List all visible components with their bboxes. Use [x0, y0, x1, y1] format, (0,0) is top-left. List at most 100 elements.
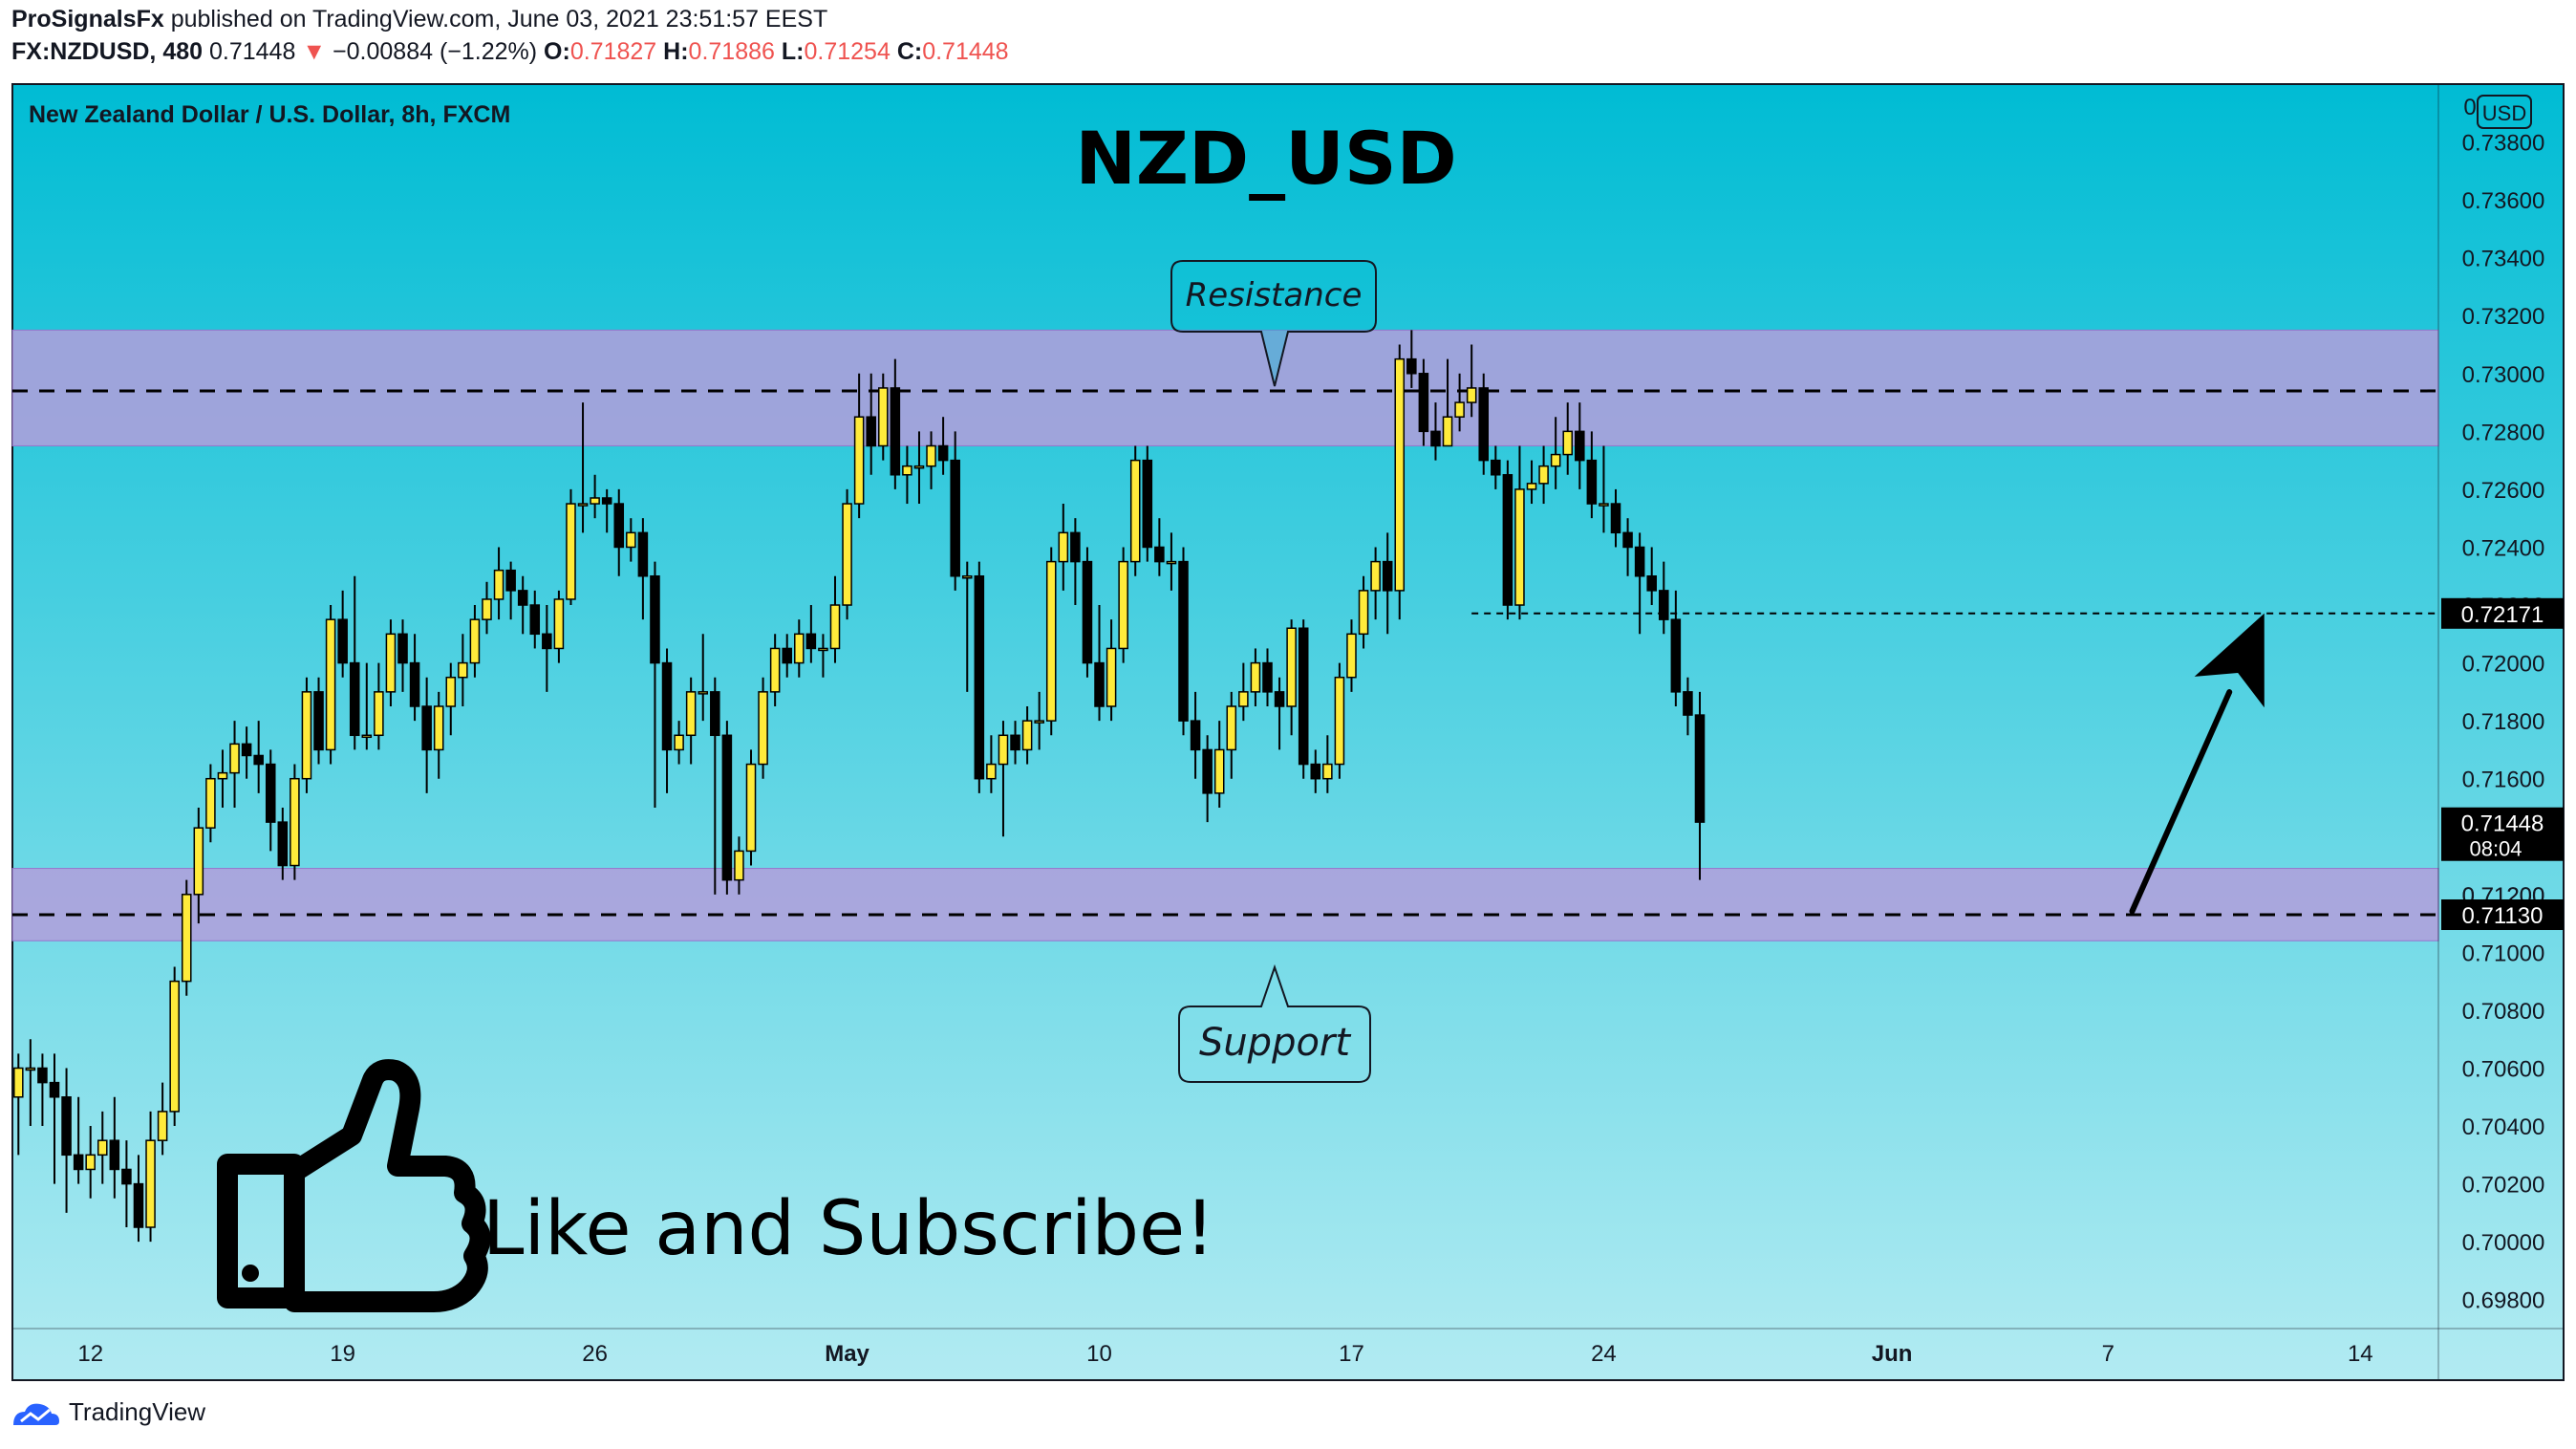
symbol[interactable]: FX:NZDUSD, 480 — [11, 38, 204, 65]
candle[interactable] — [553, 590, 565, 663]
candle[interactable] — [1129, 445, 1141, 576]
candle[interactable] — [1382, 532, 1393, 635]
candle[interactable] — [926, 431, 936, 489]
candle[interactable] — [1430, 402, 1441, 461]
tradingview-footer[interactable]: TradingView — [11, 1397, 205, 1427]
candle[interactable] — [877, 373, 889, 461]
candle[interactable] — [782, 634, 792, 678]
candle[interactable] — [1334, 662, 1345, 779]
candle[interactable] — [1550, 417, 1561, 489]
candle[interactable] — [805, 605, 817, 663]
candle[interactable] — [85, 1126, 96, 1199]
candle[interactable] — [829, 575, 841, 663]
candle[interactable] — [626, 518, 636, 562]
candle[interactable] — [469, 605, 481, 678]
candle[interactable] — [685, 677, 697, 765]
candle[interactable] — [937, 417, 949, 475]
candle[interactable] — [1670, 590, 1682, 706]
candle[interactable] — [1190, 691, 1201, 779]
candle[interactable] — [505, 561, 516, 620]
candle[interactable] — [1622, 518, 1633, 576]
candle[interactable] — [794, 619, 805, 678]
candle[interactable] — [1166, 532, 1177, 591]
candle[interactable] — [1322, 735, 1333, 793]
candle[interactable] — [1610, 488, 1621, 548]
candle[interactable] — [241, 726, 252, 779]
candle[interactable] — [433, 691, 444, 779]
candle[interactable] — [1286, 619, 1297, 736]
candle[interactable] — [818, 634, 828, 678]
candle[interactable] — [49, 1053, 60, 1184]
candle[interactable] — [698, 634, 709, 722]
candle[interactable] — [1586, 431, 1598, 519]
candle[interactable] — [601, 488, 612, 533]
candle[interactable] — [1418, 358, 1429, 446]
candle[interactable] — [1142, 445, 1153, 562]
candle[interactable] — [1502, 460, 1513, 620]
candle[interactable] — [1226, 691, 1237, 779]
candle[interactable] — [109, 1096, 120, 1199]
candle[interactable] — [301, 677, 312, 793]
candle[interactable] — [397, 619, 408, 692]
candle[interactable] — [1202, 735, 1213, 823]
candle[interactable] — [1310, 749, 1321, 793]
candle[interactable] — [1118, 547, 1128, 663]
candle[interactable] — [1358, 575, 1369, 649]
candle[interactable] — [277, 807, 289, 880]
candle[interactable] — [674, 721, 684, 765]
candle[interactable] — [374, 662, 384, 750]
candle[interactable] — [613, 488, 625, 576]
candle[interactable] — [97, 1111, 108, 1184]
candle[interactable] — [721, 721, 733, 895]
candle[interactable] — [458, 634, 468, 706]
candle[interactable] — [637, 518, 649, 620]
candle[interactable] — [1646, 547, 1657, 606]
candle[interactable] — [1394, 344, 1406, 620]
candle[interactable] — [1262, 648, 1273, 706]
candle[interactable] — [1538, 445, 1549, 505]
candle[interactable] — [313, 677, 324, 765]
candle[interactable] — [193, 807, 204, 924]
candle[interactable] — [1514, 445, 1525, 620]
candle[interactable] — [361, 662, 373, 750]
candle[interactable] — [902, 445, 912, 505]
author-name[interactable]: ProSignalsFx — [11, 6, 164, 32]
candle[interactable] — [769, 634, 781, 706]
candle[interactable] — [590, 474, 600, 519]
candle[interactable] — [1178, 547, 1189, 736]
candle[interactable] — [853, 373, 865, 519]
candle[interactable] — [650, 561, 660, 808]
candle[interactable] — [205, 764, 216, 843]
candle[interactable] — [1034, 691, 1044, 750]
candle[interactable] — [1094, 605, 1105, 722]
candle[interactable] — [1070, 518, 1081, 606]
candle[interactable] — [1058, 504, 1069, 591]
candle[interactable] — [73, 1096, 84, 1184]
candle[interactable] — [145, 1111, 156, 1243]
candle[interactable] — [998, 721, 1009, 837]
candle[interactable] — [1599, 445, 1609, 533]
candle[interactable] — [1346, 619, 1357, 692]
candle[interactable] — [445, 662, 457, 736]
candle[interactable] — [913, 431, 925, 505]
candle[interactable] — [566, 488, 576, 606]
candle[interactable] — [974, 561, 985, 793]
candle[interactable] — [1106, 619, 1117, 722]
candle[interactable] — [1010, 721, 1020, 765]
candle[interactable] — [1045, 547, 1057, 736]
candle[interactable] — [1238, 662, 1249, 722]
candle[interactable] — [1250, 648, 1261, 706]
candle[interactable] — [1298, 619, 1309, 779]
candle[interactable] — [409, 634, 420, 722]
candle[interactable] — [1634, 532, 1645, 635]
candle[interactable] — [1683, 677, 1693, 736]
candle[interactable] — [890, 358, 901, 489]
candle[interactable] — [337, 590, 348, 678]
candle[interactable] — [734, 836, 744, 895]
candle[interactable] — [710, 677, 720, 895]
candle[interactable] — [421, 677, 432, 793]
candle[interactable] — [517, 575, 528, 635]
candle[interactable] — [1659, 561, 1669, 635]
candle[interactable] — [290, 764, 300, 880]
